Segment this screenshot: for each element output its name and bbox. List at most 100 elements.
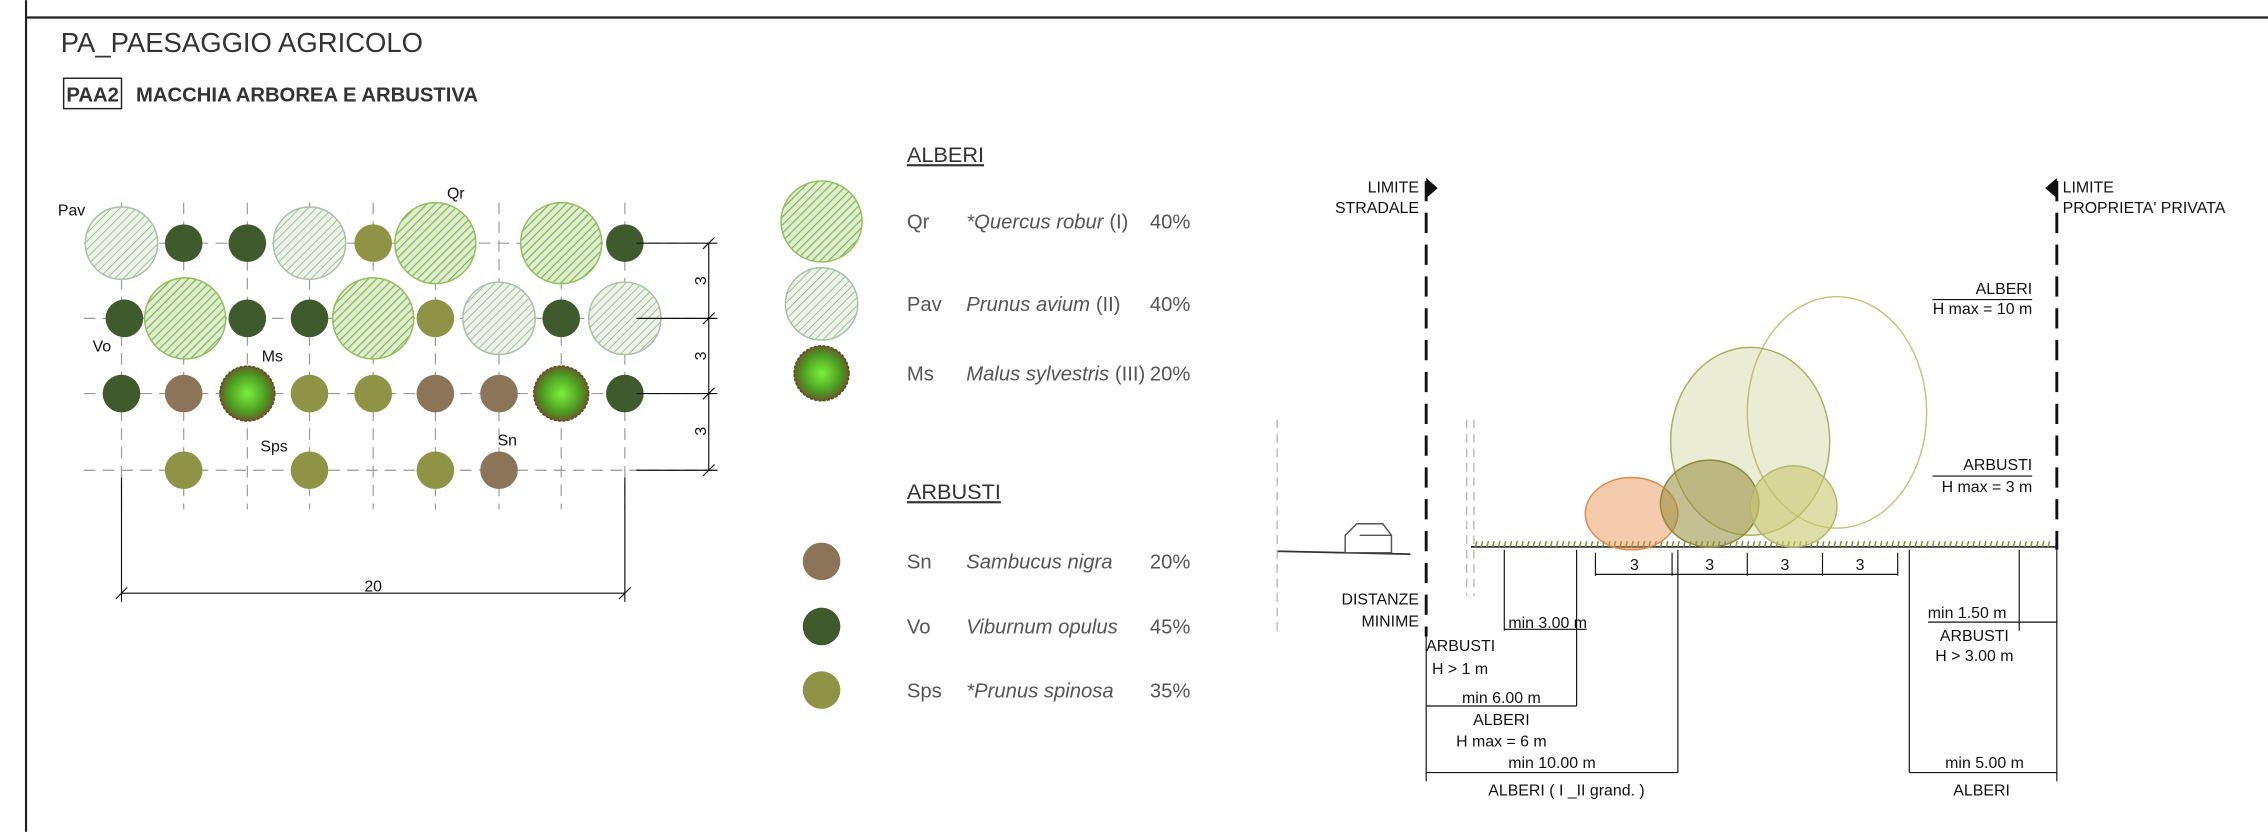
species-code: Ms	[907, 364, 934, 386]
section-labels: LIMITE STRADALE LIMITE PROPRIETA' PRIVAT…	[1335, 180, 2226, 800]
species-name: Prunus avium (II)	[966, 294, 1120, 316]
plan-label: Ms	[262, 349, 283, 366]
plan	[83, 201, 718, 602]
tree-ms	[533, 365, 590, 422]
plan-label: Sn	[498, 433, 517, 450]
species-share: 40%	[1150, 212, 1191, 234]
species-code: Pav	[907, 294, 943, 316]
shrub	[416, 374, 455, 413]
label: H > 3.00 m	[1935, 648, 2013, 665]
label: LIMITE	[1368, 180, 1419, 197]
shrub	[105, 299, 144, 338]
label: MINIME	[1362, 613, 1419, 630]
shrub	[416, 451, 455, 490]
label: ALBERI	[1976, 281, 2033, 298]
shrub	[606, 374, 644, 413]
plan-label: Pav	[58, 203, 85, 220]
tree-pav	[84, 206, 159, 281]
label: ALBERI	[1473, 712, 1530, 729]
car	[1344, 523, 1393, 554]
subtitle: MACCHIA ARBOREA E ARBUSTIVA	[136, 84, 478, 106]
label: H > 1 m	[1432, 661, 1488, 678]
label: ARBUSTI	[1940, 628, 2009, 645]
shrub	[164, 451, 203, 490]
latin-name: *Quercus robur	[966, 212, 1105, 234]
size-class: (III)	[1115, 364, 1145, 386]
legend-title: ALBERI	[907, 142, 984, 167]
section	[1276, 178, 2059, 782]
limit-line	[1424, 180, 2059, 637]
dimension: min 5.00 m	[1945, 755, 2024, 772]
tree-ms	[219, 365, 276, 422]
species-name: *Prunus spinosa	[966, 680, 1113, 702]
label: H max = 6 m	[1456, 734, 1547, 751]
shrub	[416, 299, 455, 338]
dimension: 3	[693, 276, 710, 285]
shrub	[606, 224, 644, 262]
size-class: (II)	[1096, 294, 1121, 316]
dimension: 3	[693, 427, 710, 436]
tree-ms	[793, 345, 850, 402]
species-share: 35%	[1150, 680, 1191, 702]
tree-pav	[462, 281, 536, 356]
dimension: min 3.00 m	[1508, 615, 1587, 632]
species-name: *Quercus robur (I)	[966, 212, 1128, 234]
tree-pav	[784, 267, 859, 341]
dimension: min 6.00 m	[1462, 690, 1541, 707]
shrub	[290, 374, 329, 413]
tree-qr	[394, 201, 477, 285]
ditch	[1276, 419, 1475, 637]
species-share: 40%	[1150, 294, 1191, 316]
shrub	[354, 374, 392, 413]
dimension-line	[1425, 298, 2058, 782]
legend-title: ARBUSTI	[907, 479, 1001, 504]
label: ARBUSTI	[1426, 638, 1495, 655]
tree-outline	[1746, 295, 1928, 529]
shrub-outline	[1749, 465, 1838, 548]
code-box	[62, 77, 123, 110]
dimension: 3	[1780, 557, 1789, 574]
size-class: (I)	[1109, 212, 1128, 234]
tree-qr	[780, 180, 863, 263]
tree-qr	[143, 277, 227, 360]
shrub	[228, 299, 267, 338]
dimension-line	[636, 236, 718, 477]
shrub	[480, 374, 518, 413]
dimension: 20	[364, 579, 382, 596]
label: ALBERI ( I _II grand. )	[1488, 783, 1644, 800]
shrub	[290, 451, 329, 490]
species-name: Viburnum opulus	[966, 617, 1118, 639]
sheet-border	[24, 0, 2268, 832]
tree-pav	[272, 206, 347, 281]
shrub	[542, 299, 581, 338]
dimension: 3	[1630, 557, 1639, 574]
latin-name: Prunus avium	[966, 294, 1090, 316]
page-title: PA_PAESAGGIO AGRICOLO	[61, 27, 423, 58]
species-share: 20%	[1150, 364, 1191, 386]
label: DISTANZE	[1341, 592, 1418, 609]
species-code: Sn	[907, 552, 932, 574]
shrub-outline	[1659, 459, 1760, 548]
tree-qr	[331, 277, 415, 360]
dimension: 3	[1856, 557, 1865, 574]
limit-flag	[1426, 178, 2057, 199]
shrub	[164, 374, 203, 413]
shrub	[290, 299, 329, 338]
label: STRADALE	[1335, 200, 1419, 217]
shrub	[354, 224, 392, 262]
dimension-line	[115, 477, 632, 602]
species-code: Qr	[907, 212, 930, 234]
label: PROPRIETA' PRIVATA	[2063, 200, 2226, 217]
ground	[1277, 546, 2059, 556]
label: H max = 10 m	[1933, 301, 2032, 318]
species-share: 45%	[1150, 617, 1191, 639]
label: LIMITE	[2063, 180, 2114, 197]
dimension: min 1.50 m	[1928, 605, 2007, 622]
label: ARBUSTI	[1963, 457, 2032, 474]
plan-label: Vo	[93, 339, 112, 356]
plan-label: Sps	[260, 438, 287, 455]
species-name: Malus sylvestris (III)	[966, 364, 1145, 386]
legend: Qr *Quercus robur (I) 40% Pav Prunus avium (II…	[780, 180, 1191, 709]
species-share: 20%	[1150, 552, 1191, 574]
